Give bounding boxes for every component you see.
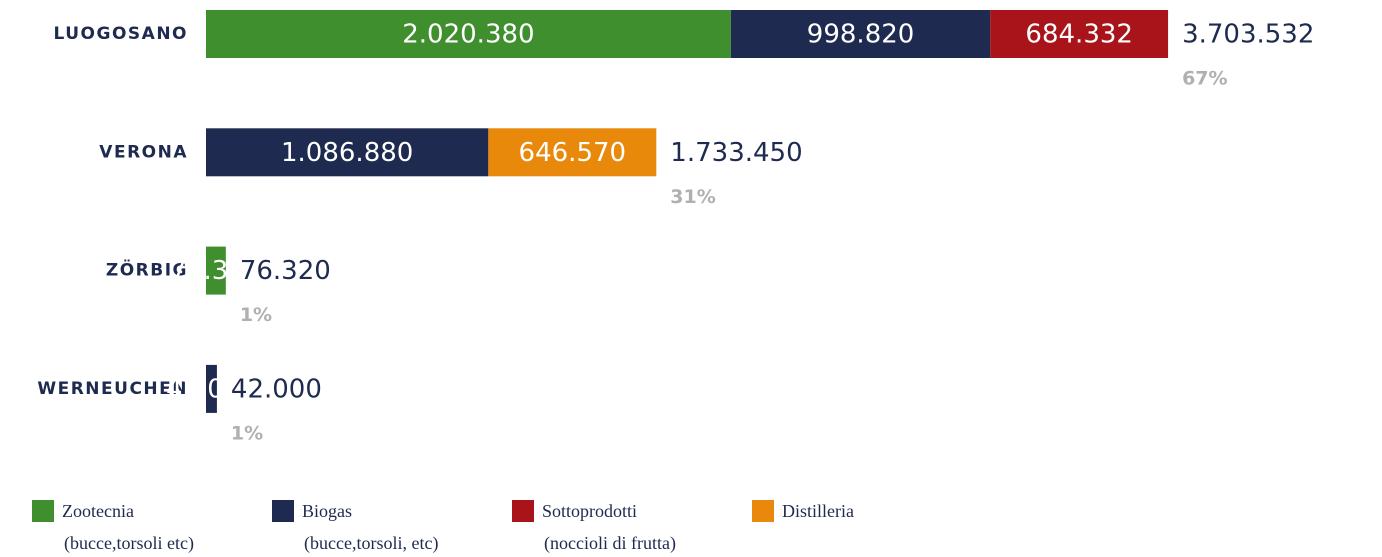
category-label: LUOGOSANO (54, 24, 188, 44)
legend-description: (bucce,torsoli etc) (64, 533, 194, 554)
percentage-label: 67% (1182, 68, 1227, 90)
bar-segment (206, 246, 226, 295)
segment-label: 998.820 (807, 20, 915, 50)
bar-segment (990, 10, 1169, 58)
legend-swatch (752, 500, 774, 522)
legend-label: Zootecnia (62, 501, 134, 521)
percentage-label: 1% (240, 304, 272, 326)
segment-label: 684.332 (1025, 20, 1133, 50)
legend-description: (noccioli di frutta) (544, 533, 676, 554)
bar-segment (730, 10, 991, 58)
total-label: 3.703.532 (1182, 20, 1314, 50)
category-label: WERNEUCHEN (37, 379, 188, 399)
category-label: ZÖRBIG (106, 259, 188, 281)
bar-segment (206, 128, 489, 177)
total-label: 42.000 (231, 374, 322, 404)
legend-swatch (512, 500, 534, 522)
bar-segment (206, 10, 731, 58)
segment-label: 646.570 (519, 138, 627, 168)
segment-label: 42.000 (166, 374, 257, 404)
legend-description: (bucce,torsoli, etc) (304, 533, 438, 554)
legend-label: Sottoprodotti (542, 501, 637, 521)
legend-swatch (272, 500, 294, 522)
total-label: 1.733.450 (670, 138, 802, 168)
bar-segment (488, 128, 657, 177)
percentage-label: 1% (231, 422, 263, 444)
segment-label: 1.086.880 (281, 138, 413, 168)
segment-label: 2.020.380 (402, 20, 534, 50)
category-label: VERONA (99, 142, 188, 162)
legend-label: Biogas (302, 501, 352, 521)
percentage-label: 31% (670, 186, 715, 208)
total-label: 76.320 (240, 256, 331, 286)
legend-label: Distilleria (782, 501, 854, 521)
legend-swatch (32, 500, 54, 522)
bar-segment (206, 364, 217, 413)
segment-label: 76.320 (170, 256, 261, 286)
